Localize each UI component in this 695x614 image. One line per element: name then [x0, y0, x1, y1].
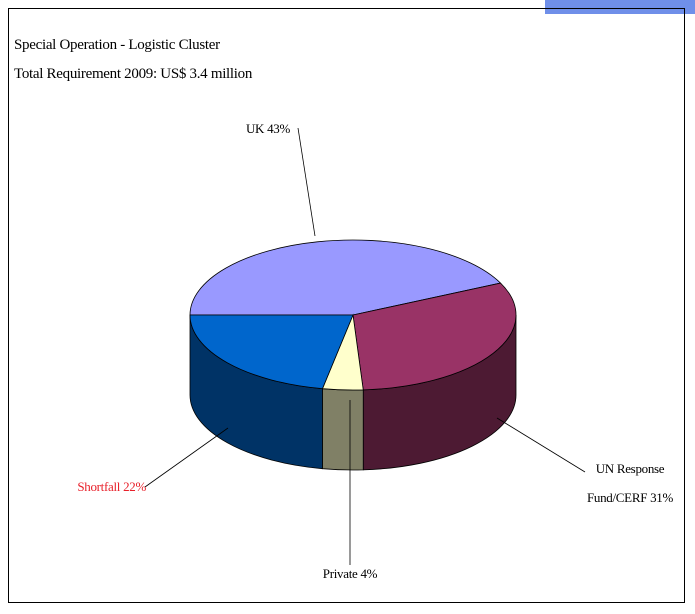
- slice-category: Private: [322, 566, 358, 581]
- slice-value: 4%: [360, 566, 378, 581]
- slice-value: 43%: [267, 121, 291, 136]
- slice-value: 31%: [650, 490, 674, 505]
- slice-category: UK: [245, 121, 265, 136]
- slice-label: UK 43%: [228, 121, 308, 137]
- slice-category: UN Response Fund/CERF: [586, 461, 665, 505]
- slice-label: UN Response Fund/CERF 31%: [575, 454, 685, 512]
- leader-line: [144, 427, 229, 488]
- slice-label: Shortfall 22%: [14, 479, 146, 495]
- chart-title: Special Operation - Logistic Cluster: [14, 37, 220, 53]
- pie-slice: [189, 239, 502, 316]
- leader-line: [297, 127, 316, 237]
- slice-category: Shortfall: [77, 479, 121, 494]
- chart-frame: [8, 8, 685, 603]
- leader-line: [496, 417, 586, 473]
- chart-subtitle: Total Requirement 2009: US$ 3.4 million: [14, 66, 253, 82]
- header-bar: [545, 0, 695, 14]
- pie-slice: [352, 282, 517, 391]
- slice-value: 22%: [123, 479, 146, 494]
- slice-label: Private 4%: [300, 566, 400, 582]
- pie-slice: [189, 314, 354, 390]
- pie-side: [322, 388, 364, 471]
